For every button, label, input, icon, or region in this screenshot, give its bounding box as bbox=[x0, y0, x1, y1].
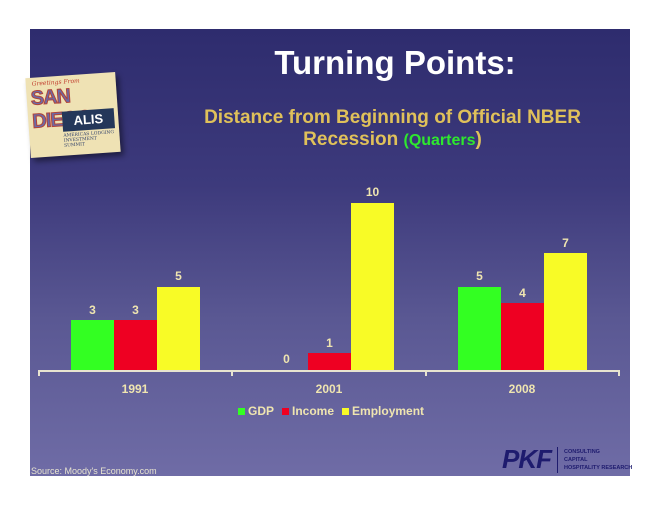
value-label-2008-income: 4 bbox=[519, 286, 526, 300]
bar-1991-income bbox=[114, 320, 157, 370]
value-label-2008-gdp: 5 bbox=[476, 269, 483, 283]
postcard-subtitle: AMERICAS LODGING INVESTMENT SUMMIT bbox=[63, 130, 116, 149]
x-axis-tick bbox=[231, 370, 233, 376]
slide-background bbox=[30, 29, 630, 476]
value-label-2001-income: 1 bbox=[326, 336, 333, 350]
value-label-1991-gdp: 3 bbox=[89, 303, 96, 317]
pkf-tag-hospitality: HOSPITALITY RESEARCH bbox=[564, 464, 633, 471]
legend-label-income: Income bbox=[292, 404, 335, 418]
pkf-taglines: CONSULTING CAPITAL HOSPITALITY RESEARCH bbox=[564, 448, 632, 472]
pkf-divider bbox=[557, 446, 558, 473]
value-label-1991-employment: 5 bbox=[175, 269, 182, 283]
source-note: Source: Moody's Economy.com bbox=[31, 466, 157, 476]
x-axis-tick bbox=[38, 370, 40, 376]
bar-2001-income bbox=[308, 353, 351, 370]
legend-label-employment: Employment bbox=[352, 404, 425, 418]
legend-item-gdp: GDP bbox=[238, 404, 274, 418]
bar-1991-employment bbox=[157, 287, 200, 370]
category-label-2001: 2001 bbox=[315, 382, 343, 396]
legend-swatch-income-icon bbox=[282, 407, 290, 415]
value-label-2001-employment: 10 bbox=[365, 185, 380, 199]
subtitle-unit-close: ) bbox=[475, 129, 482, 150]
value-label-2001-gdp: 0 bbox=[283, 352, 290, 366]
legend-swatch-gdp-icon bbox=[238, 407, 245, 415]
legend-label-gdp: GDP bbox=[248, 404, 275, 418]
pkf-wordmark: PKF bbox=[502, 444, 552, 474]
chart-title: Turning Points: bbox=[274, 44, 516, 81]
x-axis-tick bbox=[425, 370, 427, 376]
category-label-1991: 1991 bbox=[121, 382, 149, 396]
chart-legend: GDP Income Employment bbox=[238, 404, 424, 418]
bar-1991-gdp bbox=[71, 320, 114, 370]
bar-2008-employment bbox=[544, 253, 587, 370]
san-diego-alis-postcard-logo: Greetings From SAN DIEGO ALIS AMERICAS L… bbox=[25, 71, 121, 159]
legend-item-income: Income bbox=[282, 404, 334, 418]
legend-swatch-employment-icon bbox=[342, 407, 350, 415]
pkf-logo: PKF CONSULTING CAPITAL HOSPITALITY RESEA… bbox=[502, 444, 632, 475]
subtitle-main: Distance from Beginning of Official NBER… bbox=[204, 107, 581, 150]
bar-2008-gdp bbox=[458, 287, 501, 370]
value-label-1991-income: 3 bbox=[132, 303, 139, 317]
x-axis-line bbox=[38, 370, 620, 372]
legend-item-employment: Employment bbox=[342, 404, 424, 418]
pkf-tag-capital: CAPITAL bbox=[564, 456, 588, 463]
postcard-line2: INVESTMENT SUMMIT bbox=[63, 136, 98, 149]
bar-2001-employment bbox=[351, 203, 394, 370]
value-label-2008-employment: 7 bbox=[562, 236, 569, 250]
chart-subtitle: Distance from Beginning of Official NBER… bbox=[170, 107, 615, 152]
subtitle-unit: (Quarters bbox=[403, 132, 476, 149]
bar-2008-income bbox=[501, 303, 544, 370]
pkf-tag-consulting: CONSULTING bbox=[564, 448, 600, 455]
x-axis-tick bbox=[618, 370, 620, 376]
alis-logo: ALIS bbox=[61, 108, 116, 132]
category-label-2008: 2008 bbox=[508, 382, 536, 396]
